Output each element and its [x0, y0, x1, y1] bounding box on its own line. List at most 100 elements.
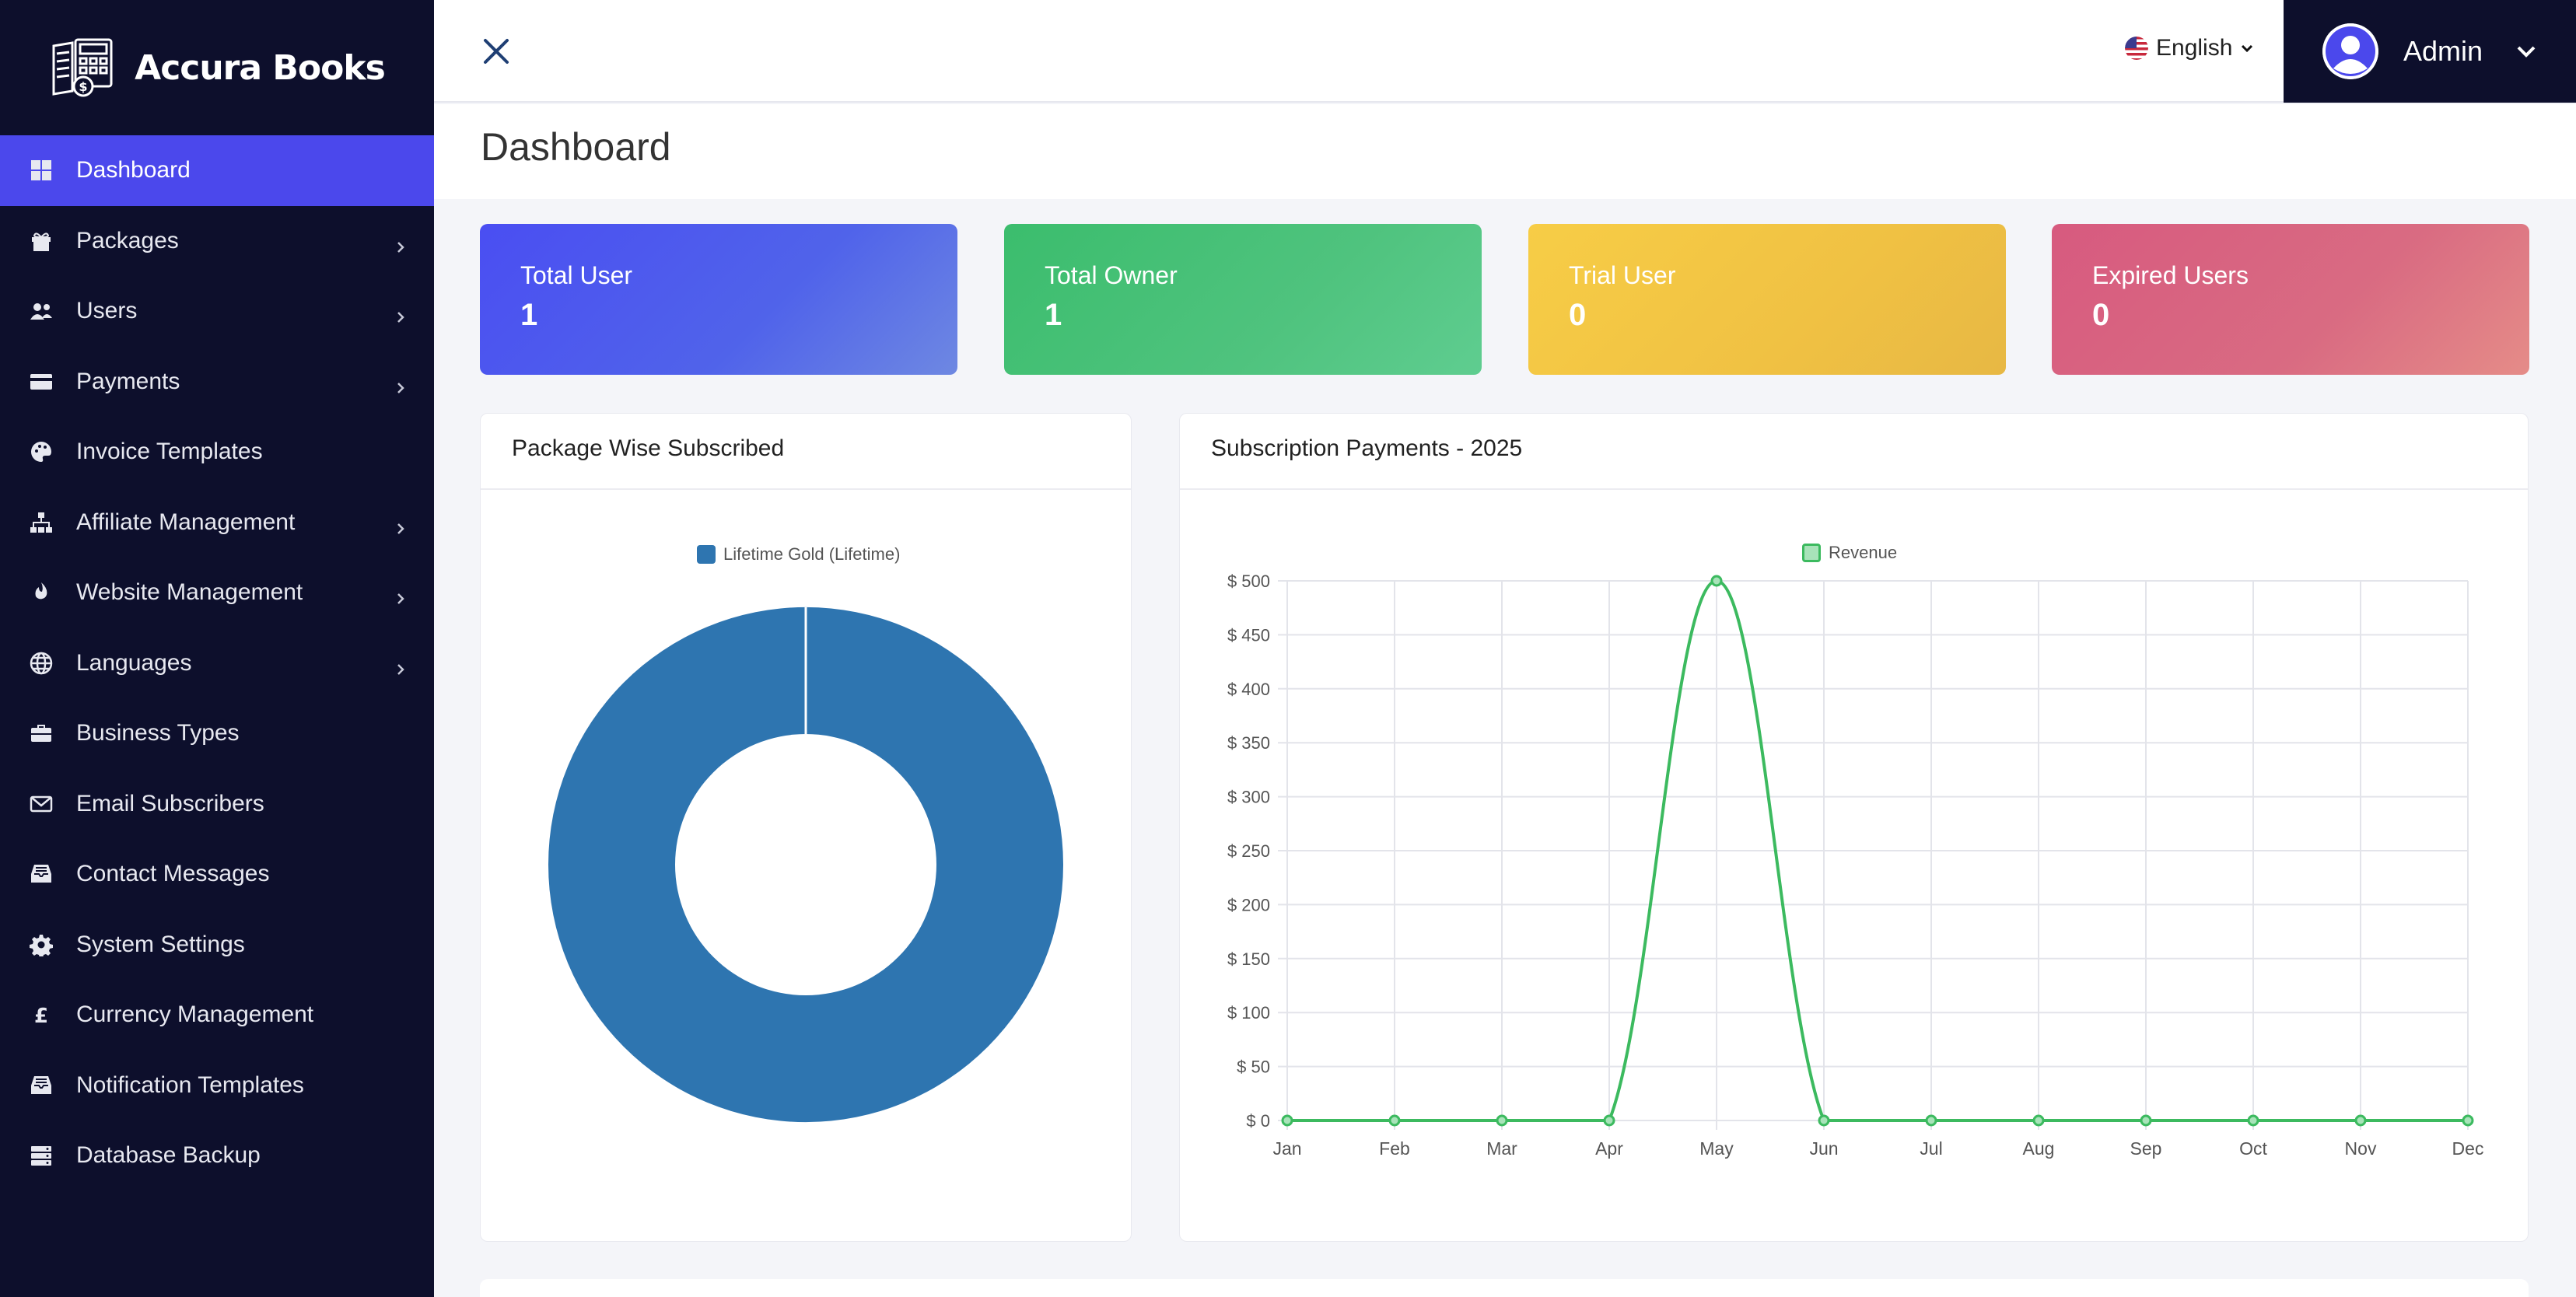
user-menu[interactable]: Admin — [2284, 0, 2576, 103]
chevron-right-icon — [394, 234, 408, 253]
credit-card-icon — [30, 370, 53, 393]
data-point-feb[interactable] — [1388, 1114, 1401, 1127]
server-icon — [30, 1144, 53, 1167]
x-tick-label: Oct — [2239, 1138, 2267, 1159]
x-tick-label: Jan — [1272, 1138, 1301, 1159]
y-tick-label: $ 100 — [1227, 1003, 1270, 1023]
donut-legend[interactable]: Lifetime Gold (Lifetime) — [697, 544, 900, 565]
data-point-jul[interactable] — [1925, 1114, 1937, 1127]
data-point-sep[interactable] — [2140, 1114, 2152, 1127]
sidebar-item-label: Email Subscribers — [76, 790, 264, 816]
sidebar-item-label: Invoice Templates — [76, 439, 263, 465]
gift-icon — [30, 229, 53, 253]
y-tick-label: $ 300 — [1227, 788, 1270, 807]
sidebar-item-label: Languages — [76, 649, 192, 676]
donut-chart — [548, 607, 1063, 1123]
sidebar-item-label: Contact Messages — [76, 861, 270, 887]
sidebar-item-system-settings[interactable]: System Settings — [0, 910, 434, 981]
us-flag-icon — [2125, 37, 2148, 60]
stat-card-total-owner: Total Owner 1 — [1004, 224, 1482, 375]
data-point-apr[interactable] — [1603, 1114, 1615, 1127]
payments-chart-panel: Subscription Payments - 2025 Revenue $ 0… — [1179, 413, 2529, 1242]
page-header: Dashboard — [434, 104, 2576, 199]
data-point-aug[interactable] — [2032, 1114, 2045, 1127]
sidebar-item-packages[interactable]: Packages — [0, 206, 434, 277]
stat-label: Expired Users — [2092, 261, 2249, 289]
stat-value: 1 — [1045, 298, 1062, 332]
inbox-icon — [30, 1074, 53, 1097]
user-name: Admin — [2403, 35, 2483, 67]
sidebar-item-contact-messages[interactable]: Contact Messages — [0, 839, 434, 910]
y-tick-label: $ 250 — [1227, 841, 1270, 861]
sidebar: $ Accura Books Dashboard Packages Users Pay… — [0, 0, 434, 1297]
sidebar-item-dashboard[interactable]: Dashboard — [0, 135, 434, 206]
y-tick-label: $ 200 — [1227, 895, 1270, 914]
sidebar-item-affiliate-management[interactable]: Affiliate Management — [0, 488, 434, 558]
x-tick-label: Nov — [2345, 1138, 2377, 1159]
close-icon[interactable] — [478, 33, 515, 70]
data-point-jan[interactable] — [1281, 1114, 1293, 1127]
pound-icon: £ — [30, 1003, 53, 1026]
package-chart-panel: Package Wise Subscribed Lifetime Gold (L… — [480, 413, 1132, 1242]
y-tick-label: $ 150 — [1227, 949, 1270, 969]
sidebar-item-label: Users — [76, 298, 138, 324]
chevron-right-icon — [394, 656, 408, 675]
data-point-may[interactable] — [1710, 575, 1723, 587]
x-tick-label: Dec — [2452, 1138, 2484, 1159]
y-tick-label: $ 450 — [1227, 625, 1270, 645]
sidebar-item-notification-templates[interactable]: Notification Templates — [0, 1051, 434, 1121]
fire-icon — [30, 581, 53, 604]
data-point-nov[interactable] — [2354, 1114, 2367, 1127]
x-tick-label: Mar — [1486, 1138, 1517, 1159]
x-tick-label: Jun — [1809, 1138, 1838, 1159]
sidebar-item-users[interactable]: Users — [0, 276, 434, 347]
stat-card-trial-user: Trial User 0 — [1528, 224, 2006, 375]
globe-icon — [30, 652, 53, 675]
data-point-mar[interactable] — [1496, 1114, 1508, 1127]
sidebar-item-label: Database Backup — [76, 1142, 261, 1169]
y-tick-label: $ 50 — [1237, 1058, 1270, 1077]
sidebar-item-business-types[interactable]: Business Types — [0, 698, 434, 769]
svg-text:£: £ — [34, 1005, 48, 1026]
brand-name: Accura Books — [135, 47, 386, 88]
chevron-right-icon — [394, 586, 408, 605]
sidebar-item-label: Affiliate Management — [76, 509, 296, 535]
y-tick-label: $ 500 — [1227, 572, 1270, 591]
y-tick-label: $ 400 — [1227, 680, 1270, 699]
legend-swatch — [697, 545, 716, 564]
sidebar-item-languages[interactable]: Languages — [0, 628, 434, 699]
sidebar-item-database-backup[interactable]: Database Backup — [0, 1120, 434, 1191]
language-selector[interactable]: English — [2125, 33, 2254, 64]
palette-icon — [30, 440, 53, 463]
stat-card-total-user: Total User 1 — [480, 224, 957, 375]
donut-slice-lifetime-gold-lifetime-[interactable] — [548, 607, 1063, 1123]
avatar — [2322, 23, 2378, 79]
sidebar-item-currency-management[interactable]: £ Currency Management — [0, 980, 434, 1051]
topbar: English Admin — [434, 0, 2576, 103]
data-point-dec[interactable] — [2462, 1114, 2474, 1127]
accounting-logo-icon: $ — [52, 38, 113, 97]
sidebar-item-invoice-templates[interactable]: Invoice Templates — [0, 417, 434, 488]
y-tick-label: $ 0 — [1246, 1111, 1270, 1131]
sidebar-item-label: Business Types — [76, 720, 240, 746]
sidebar-item-email-subscribers[interactable]: Email Subscribers — [0, 769, 434, 840]
sidebar-item-label: Packages — [76, 227, 179, 253]
x-tick-label: May — [1699, 1138, 1734, 1159]
inbox-icon — [30, 862, 53, 886]
sidebar-item-website-management[interactable]: Website Management — [0, 558, 434, 628]
panel-title: Package Wise Subscribed — [481, 414, 1131, 490]
data-point-oct[interactable] — [2247, 1114, 2259, 1127]
stat-label: Total User — [520, 261, 633, 289]
bottom-panel — [480, 1279, 2529, 1297]
line-legend[interactable]: Revenue — [1802, 543, 1897, 563]
sitemap-icon — [30, 511, 53, 534]
data-point-jun[interactable] — [1818, 1114, 1830, 1127]
stat-value: 0 — [2092, 298, 2110, 332]
x-tick-label: Apr — [1595, 1138, 1623, 1159]
page-title: Dashboard — [481, 125, 671, 169]
stat-value: 1 — [520, 298, 538, 332]
sidebar-item-payments[interactable]: Payments — [0, 347, 434, 418]
brand[interactable]: $ Accura Books — [0, 0, 434, 135]
panel-title: Subscription Payments - 2025 — [1180, 414, 2528, 490]
svg-text:$: $ — [79, 79, 88, 94]
